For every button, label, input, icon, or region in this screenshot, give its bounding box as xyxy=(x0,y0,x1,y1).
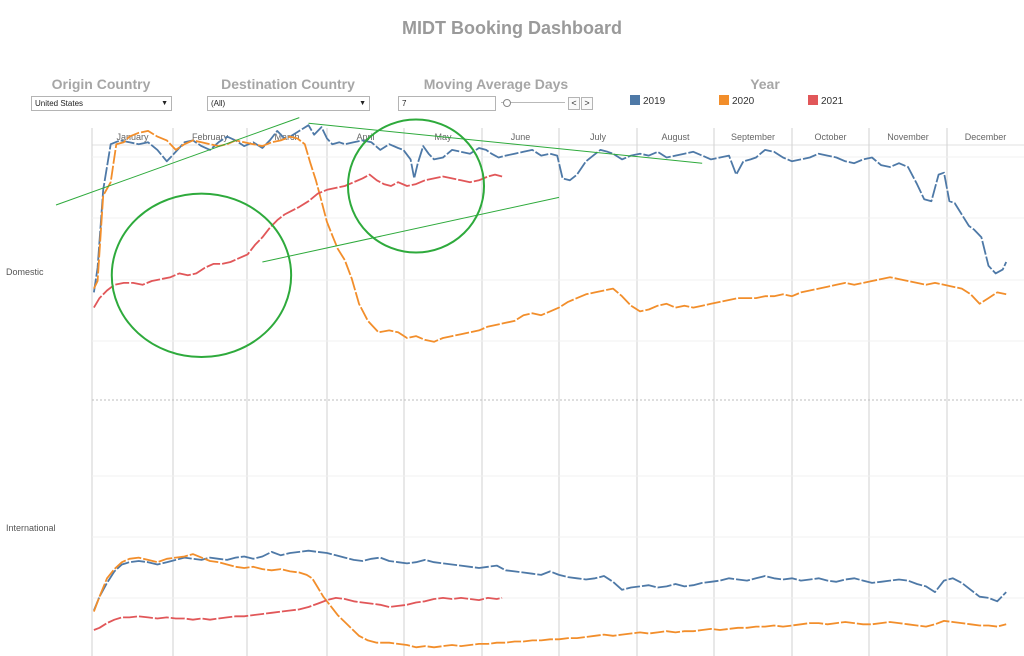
dashboard-title: MIDT Booking Dashboard xyxy=(402,18,622,38)
year-legend-title: Year xyxy=(750,76,780,92)
row-label-international: International xyxy=(6,523,56,533)
decrement-button[interactable]: < xyxy=(568,97,580,110)
month-label: July xyxy=(590,132,607,142)
annotation-circle xyxy=(110,192,293,358)
annotation-circle xyxy=(346,118,486,254)
destination-country-dropdown[interactable]: (All) ▼ xyxy=(207,96,370,111)
row-label-domestic: Domestic xyxy=(6,267,44,277)
series-line-2020-international xyxy=(93,553,1007,649)
month-label: June xyxy=(511,132,531,142)
legend-swatch-2020 xyxy=(719,95,729,105)
series-line-2019-domestic xyxy=(93,124,1008,293)
legend-label-2021: 2021 xyxy=(821,96,844,107)
moving-average-label: Moving Average Days xyxy=(423,76,569,92)
moving-average-input[interactable]: 7 xyxy=(398,96,496,111)
month-label: February xyxy=(192,132,229,142)
series-line-2021-domestic xyxy=(93,173,503,309)
month-label: April xyxy=(356,132,374,142)
dropdown-arrow-icon: ▼ xyxy=(359,100,366,107)
origin-country-label: Origin Country xyxy=(51,76,151,92)
series-line-2021-international xyxy=(93,597,503,631)
legend-swatch-2021 xyxy=(808,95,818,105)
legend-swatch-2019 xyxy=(630,95,640,105)
increment-button[interactable]: > xyxy=(581,97,593,110)
annotation-trendline xyxy=(55,117,300,206)
month-label: October xyxy=(814,132,846,142)
month-label: December xyxy=(965,132,1007,142)
annotation-trendline xyxy=(308,122,703,164)
month-label: November xyxy=(887,132,929,142)
legend-label-2020: 2020 xyxy=(732,96,755,107)
legend-item-2019[interactable]: 2019 xyxy=(630,95,665,107)
series-line-2019-international xyxy=(93,549,1007,611)
origin-country-value: United States xyxy=(35,99,84,108)
annotation-trendline xyxy=(262,196,560,263)
month-label: September xyxy=(731,132,775,142)
legend-item-2021[interactable]: 2021 xyxy=(808,95,843,107)
month-label: January xyxy=(116,132,149,142)
dropdown-arrow-icon: ▼ xyxy=(161,100,168,107)
month-label: August xyxy=(661,132,690,142)
destination-country-label: Destination Country xyxy=(221,76,355,92)
legend-label-2019: 2019 xyxy=(643,96,666,107)
origin-country-dropdown[interactable]: United States ▼ xyxy=(31,96,172,111)
destination-country-value: (All) xyxy=(211,99,226,108)
legend-item-2020[interactable]: 2020 xyxy=(719,95,754,107)
month-label: March xyxy=(274,132,299,142)
moving-average-slider-handle[interactable] xyxy=(503,99,511,107)
moving-average-slider-track[interactable] xyxy=(501,102,565,103)
